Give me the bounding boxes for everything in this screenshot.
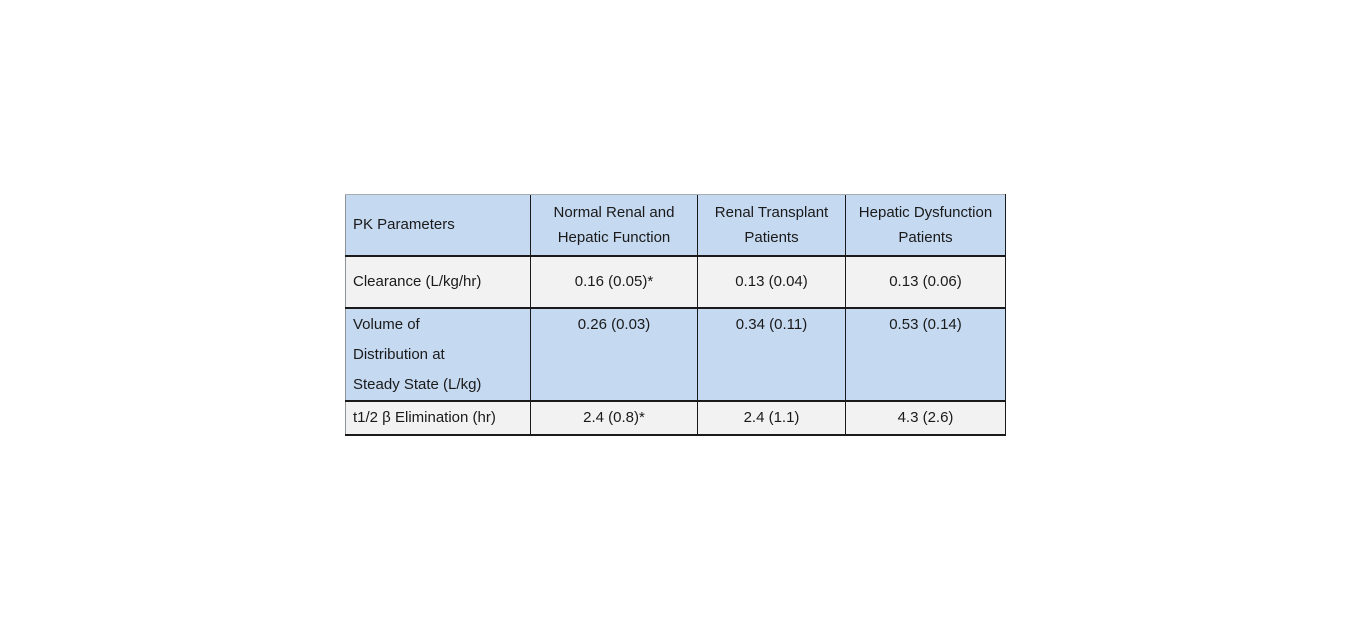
- value-clearance-normal-function: 0.16 (0.05)*: [530, 254, 698, 308]
- pk-parameters-table: PK Parameters Normal Renal and Hepatic F…: [345, 194, 1006, 436]
- value-clearance-renal-transplant: 0.13 (0.04): [697, 254, 846, 308]
- table-row-halflife-elimination: t1/2 β Elimination (hr) 2.4 (0.8)* 2.4 (…: [345, 399, 1006, 436]
- value-volume-renal-transplant: 0.34 (0.11): [697, 306, 846, 401]
- header-cell-normal-renal-hepatic: Normal Renal and Hepatic Function: [530, 194, 698, 256]
- header-cell-pk-parameters: PK Parameters: [345, 194, 531, 256]
- value-clearance-hepatic-dysfunction: 0.13 (0.06): [845, 254, 1006, 308]
- value-volume-normal-function: 0.26 (0.03): [530, 306, 698, 401]
- value-volume-hepatic-dysfunction: 0.53 (0.14): [845, 306, 1006, 401]
- value-halflife-renal-transplant: 2.4 (1.1): [697, 399, 846, 436]
- header-cell-hepatic-dysfunction: Hepatic Dysfunction Patients: [845, 194, 1006, 256]
- param-cell-halflife-elimination: t1/2 β Elimination (hr): [345, 399, 531, 436]
- value-halflife-hepatic-dysfunction: 4.3 (2.6): [845, 399, 1006, 436]
- header-row: PK Parameters Normal Renal and Hepatic F…: [345, 194, 1006, 256]
- header-cell-renal-transplant: Renal Transplant Patients: [697, 194, 846, 256]
- param-cell-volume-distribution: Volume of Distribution at Steady State (…: [345, 306, 531, 401]
- table-row-volume-distribution: Volume of Distribution at Steady State (…: [345, 306, 1006, 401]
- value-halflife-normal-function: 2.4 (0.8)*: [530, 399, 698, 436]
- table-row-clearance: Clearance (L/kg/hr) 0.16 (0.05)* 0.13 (0…: [345, 254, 1006, 308]
- param-cell-clearance: Clearance (L/kg/hr): [345, 254, 531, 308]
